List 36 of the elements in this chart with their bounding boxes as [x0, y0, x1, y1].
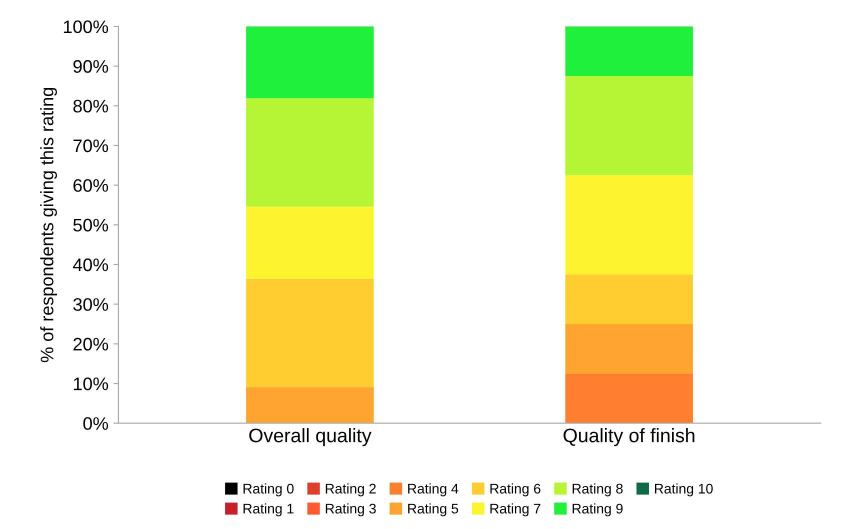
bar [246, 206, 374, 279]
legend-label: Rating 0 [244, 483, 294, 496]
y-tick-label: 20% [73, 338, 108, 351]
bar [246, 98, 374, 207]
y-tick-label: 50% [73, 218, 108, 232]
legend-label: Rating 9 [572, 503, 623, 516]
y-tick-label: 60% [74, 179, 108, 192]
legend-label: Rating 1 [244, 503, 294, 516]
legend-label: Rating 4 [408, 483, 458, 496]
y-tick-label: 40% [72, 258, 108, 272]
legend-label: Rating 5 [408, 503, 458, 516]
bar [246, 278, 374, 388]
y-tick-label: 90% [73, 60, 108, 73]
bar [565, 76, 693, 176]
legend-label: Rating 7 [490, 503, 540, 516]
y-tick-label: 70% [74, 139, 108, 152]
bar [565, 324, 693, 374]
bar [565, 274, 693, 324]
y-tick-label: 10% [74, 377, 108, 390]
legend-label: Rating 8 [572, 483, 623, 496]
x-tick-label: Quality of finish [564, 428, 694, 446]
bar [565, 26, 693, 76]
y-tick-label: 0% [83, 417, 108, 430]
y-tick-label: 80% [73, 100, 108, 113]
bar [565, 175, 693, 274]
bar [565, 374, 693, 424]
bar [246, 387, 374, 424]
bar [246, 26, 374, 98]
legend-label: Rating 2 [326, 483, 376, 496]
y-tick-label: 100% [64, 20, 108, 34]
legend-label: Rating 10 [654, 483, 713, 496]
y-axis-title: % of respondents giving this rating [40, 88, 57, 362]
legend-label: Rating 6 [490, 483, 540, 496]
x-tick-label: Overall quality [249, 428, 372, 446]
legend-label: Rating 3 [326, 503, 376, 516]
y-tick-label: 30% [73, 298, 108, 311]
